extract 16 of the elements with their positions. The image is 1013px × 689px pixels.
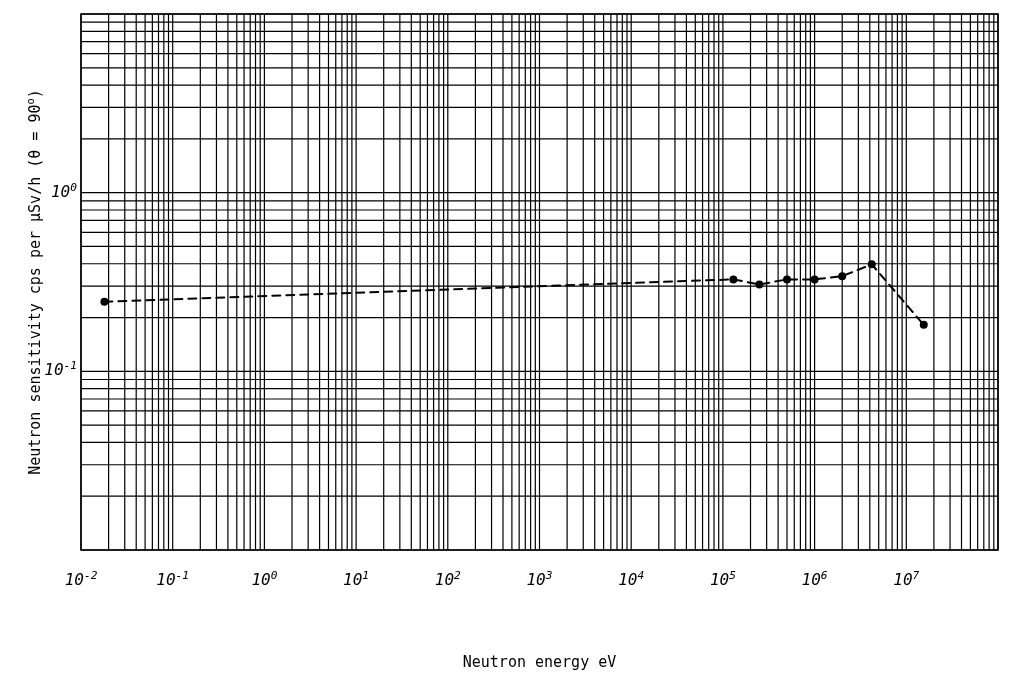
point	[867, 260, 876, 269]
x-tick-label: 10$^{-2}$	[64, 568, 98, 589]
point	[783, 275, 791, 284]
point	[810, 275, 819, 284]
x-tick-label: 10$^{5}$	[709, 568, 737, 589]
x-axis-title: Neutron energy eV	[462, 653, 617, 671]
x-tick-label: 10$^{6}$	[801, 568, 828, 589]
point	[755, 280, 764, 289]
x-tick-label: 10$^{2}$	[434, 568, 462, 589]
x-tick-label: 10$^{1}$	[343, 568, 370, 589]
x-tick-label: 10$^{-1}$	[156, 568, 190, 589]
x-tick-label: 10$^{4}$	[618, 568, 645, 589]
x-tick-label: 10$^{3}$	[526, 568, 553, 589]
x-tick-label: 10$^{0}$	[251, 568, 278, 589]
point	[838, 272, 847, 281]
x-tick-label: 10$^{7}$	[893, 568, 920, 589]
